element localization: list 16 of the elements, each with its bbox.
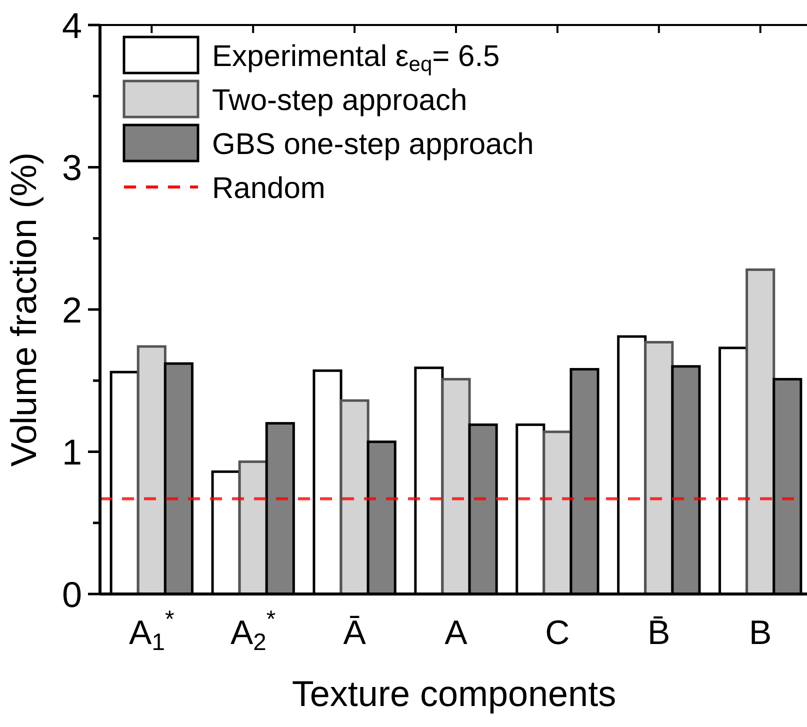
x-tick-label: C xyxy=(545,614,570,652)
x-tick-label: B xyxy=(749,614,772,652)
y-tick-label: 1 xyxy=(62,432,82,473)
y-tick-label: 3 xyxy=(62,147,82,188)
y-tick-label: 2 xyxy=(62,289,82,330)
y-axis-title: Volume fraction (%) xyxy=(3,152,44,467)
y-tick-label: 4 xyxy=(62,4,82,46)
x-tick-label: A xyxy=(444,614,468,652)
y-tick-label: 0 xyxy=(62,574,82,615)
legend-label: Random xyxy=(212,172,326,205)
x-tick-label: B̄ xyxy=(648,614,670,652)
x-tick-label: Ā xyxy=(343,614,366,652)
legend-label: GBS one-step approach xyxy=(212,128,534,161)
x-axis-title: Texture components xyxy=(292,673,616,714)
legend-label: Experimental ε$_{eq}$= 6.5 xyxy=(212,40,500,76)
legend-label: Two-step approach xyxy=(212,84,468,117)
